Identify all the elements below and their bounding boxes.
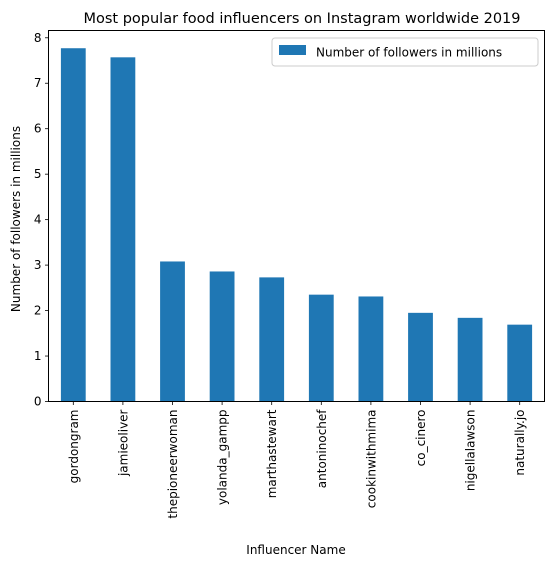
legend: Number of followers in millions xyxy=(271,37,539,67)
bar-antoninochef xyxy=(308,294,334,402)
bars-group xyxy=(60,48,533,402)
chart-title: Most popular food influencers on Instagr… xyxy=(83,11,520,27)
plot-frame xyxy=(48,30,545,402)
x-tick-label: yolanda_gampp xyxy=(216,410,230,506)
y-tick-label: 8 xyxy=(34,31,42,45)
x-axis-ticks: gordongram jamieoliver thepioneerwoman yola… xyxy=(67,401,527,519)
bar-marthastewart xyxy=(259,277,285,402)
x-tick-label: co_cinero xyxy=(414,410,428,467)
bar-cookinwithmima xyxy=(358,296,384,402)
x-axis-label: Influencer Name xyxy=(246,543,345,557)
y-tick-label: 7 xyxy=(34,76,42,90)
bar-jamieoliver xyxy=(110,57,136,402)
y-tick-label: 5 xyxy=(34,167,42,181)
bar-nigellalawson xyxy=(457,317,483,402)
bar-gordongram xyxy=(60,48,86,402)
y-tick-label: 3 xyxy=(34,258,42,272)
y-tick-label: 0 xyxy=(34,395,42,409)
x-tick-label: naturally.jo xyxy=(513,410,527,476)
x-tick-label: marthastewart xyxy=(265,409,279,498)
y-tick-label: 1 xyxy=(34,349,42,363)
bar-yolanda_gampp xyxy=(209,271,235,402)
y-tick-label: 4 xyxy=(34,213,42,227)
legend-frame xyxy=(271,37,539,67)
y-tick-label: 6 xyxy=(34,122,42,136)
x-tick-label: nigellalawson xyxy=(464,410,478,492)
legend-label: Number of followers in millions xyxy=(316,46,502,60)
x-tick-label: cookinwithmima xyxy=(364,410,378,509)
x-tick-label: antoninochef xyxy=(315,409,329,488)
x-tick-label: thepioneerwoman xyxy=(166,410,180,519)
bar-naturally.jo xyxy=(507,324,533,402)
bar-co_cinero xyxy=(408,312,433,402)
y-axis-ticks: 0 1 2 3 4 5 6 7 8 xyxy=(34,31,49,409)
bar-thepioneerwoman xyxy=(160,261,185,402)
legend-swatch xyxy=(279,45,306,55)
y-axis-label: Number of followers in millions xyxy=(9,126,23,312)
x-tick-label: jamieoliver xyxy=(116,409,130,477)
x-tick-label: gordongram xyxy=(67,410,81,484)
y-tick-label: 2 xyxy=(34,304,42,318)
